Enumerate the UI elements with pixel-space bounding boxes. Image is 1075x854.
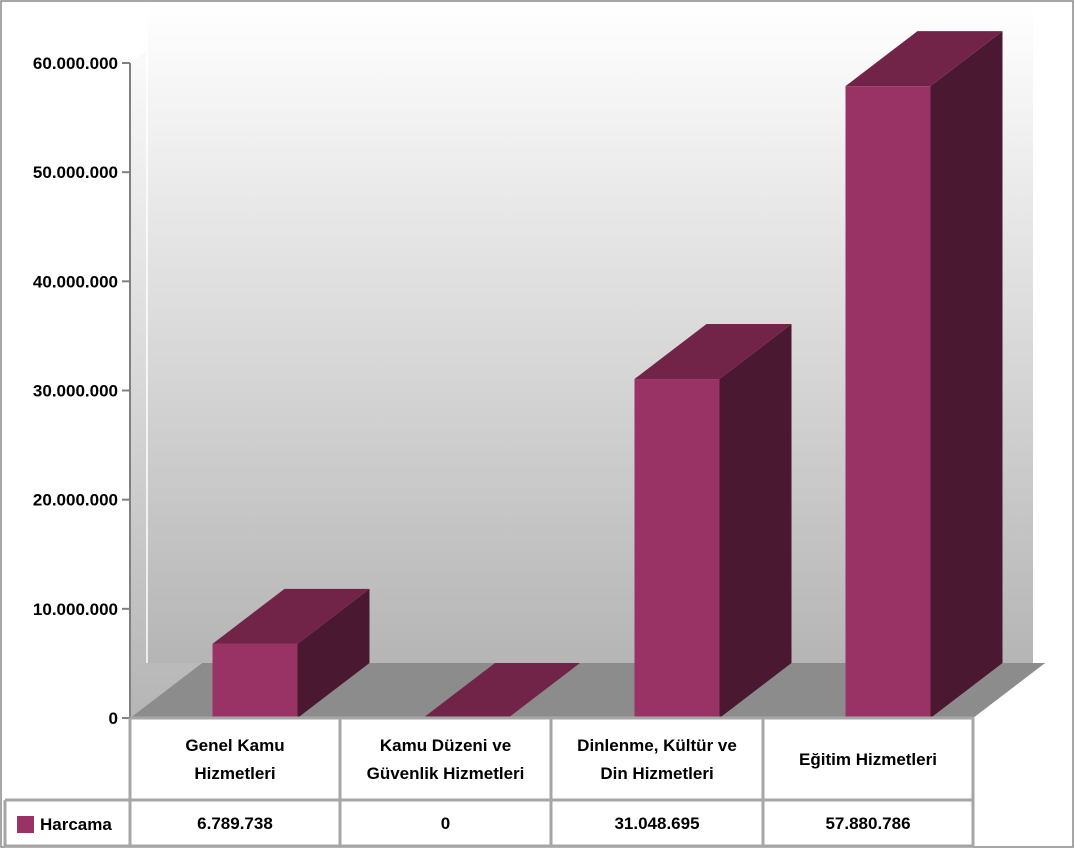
bar <box>634 324 792 718</box>
value-label: 31.048.695 <box>614 814 699 833</box>
y-axis: 0 10.000.000 20.000.000 30.000.000 40.000.00… <box>33 54 131 728</box>
category-label: Eğitim Hizmetleri <box>799 750 937 769</box>
bar-side <box>930 31 1003 718</box>
y-tick-label: 40.000.000 <box>33 272 118 291</box>
bar-top <box>212 588 370 644</box>
y-tick-label: 50.000.000 <box>33 163 118 182</box>
y-tick-label: 60.000.000 <box>33 54 118 73</box>
floor-plane <box>130 663 1045 718</box>
value-label: 57.880.786 <box>825 814 910 833</box>
bar-side <box>297 588 370 718</box>
bar-side <box>719 324 792 718</box>
bar <box>212 588 370 718</box>
category-label: Kamu Düzeni ve <box>380 736 511 755</box>
category-label: Güvenlik Hizmetleri <box>367 764 525 783</box>
bar-top <box>634 324 792 380</box>
bar-front <box>634 379 720 718</box>
y-tick-label: 0 <box>109 709 118 728</box>
bars <box>212 31 1003 718</box>
category-label: Din Hizmetleri <box>600 764 713 783</box>
value-label: 0 <box>441 814 450 833</box>
bar-top <box>423 663 580 718</box>
category-label: Hizmetleri <box>194 764 275 783</box>
y-tick-label: 20.000.000 <box>33 491 118 510</box>
value-label: 6.789.738 <box>197 814 273 833</box>
bar <box>423 663 580 718</box>
y-tick-label: 30.000.000 <box>33 382 118 401</box>
bar-top <box>845 31 1003 87</box>
legend-swatch <box>17 816 34 833</box>
legend-label: Harcama <box>40 815 112 834</box>
bar <box>845 31 1003 718</box>
data-table: Genel Kamu Hizmetleri 6.789.738 Kamu Düzeni… <box>3 716 975 848</box>
bar-front <box>212 643 298 718</box>
y-tick-label: 10.000.000 <box>33 600 118 619</box>
category-label: Dinlenme, Kültür ve <box>577 736 737 755</box>
category-label: Genel Kamu <box>185 736 284 755</box>
bar-front <box>845 86 931 718</box>
